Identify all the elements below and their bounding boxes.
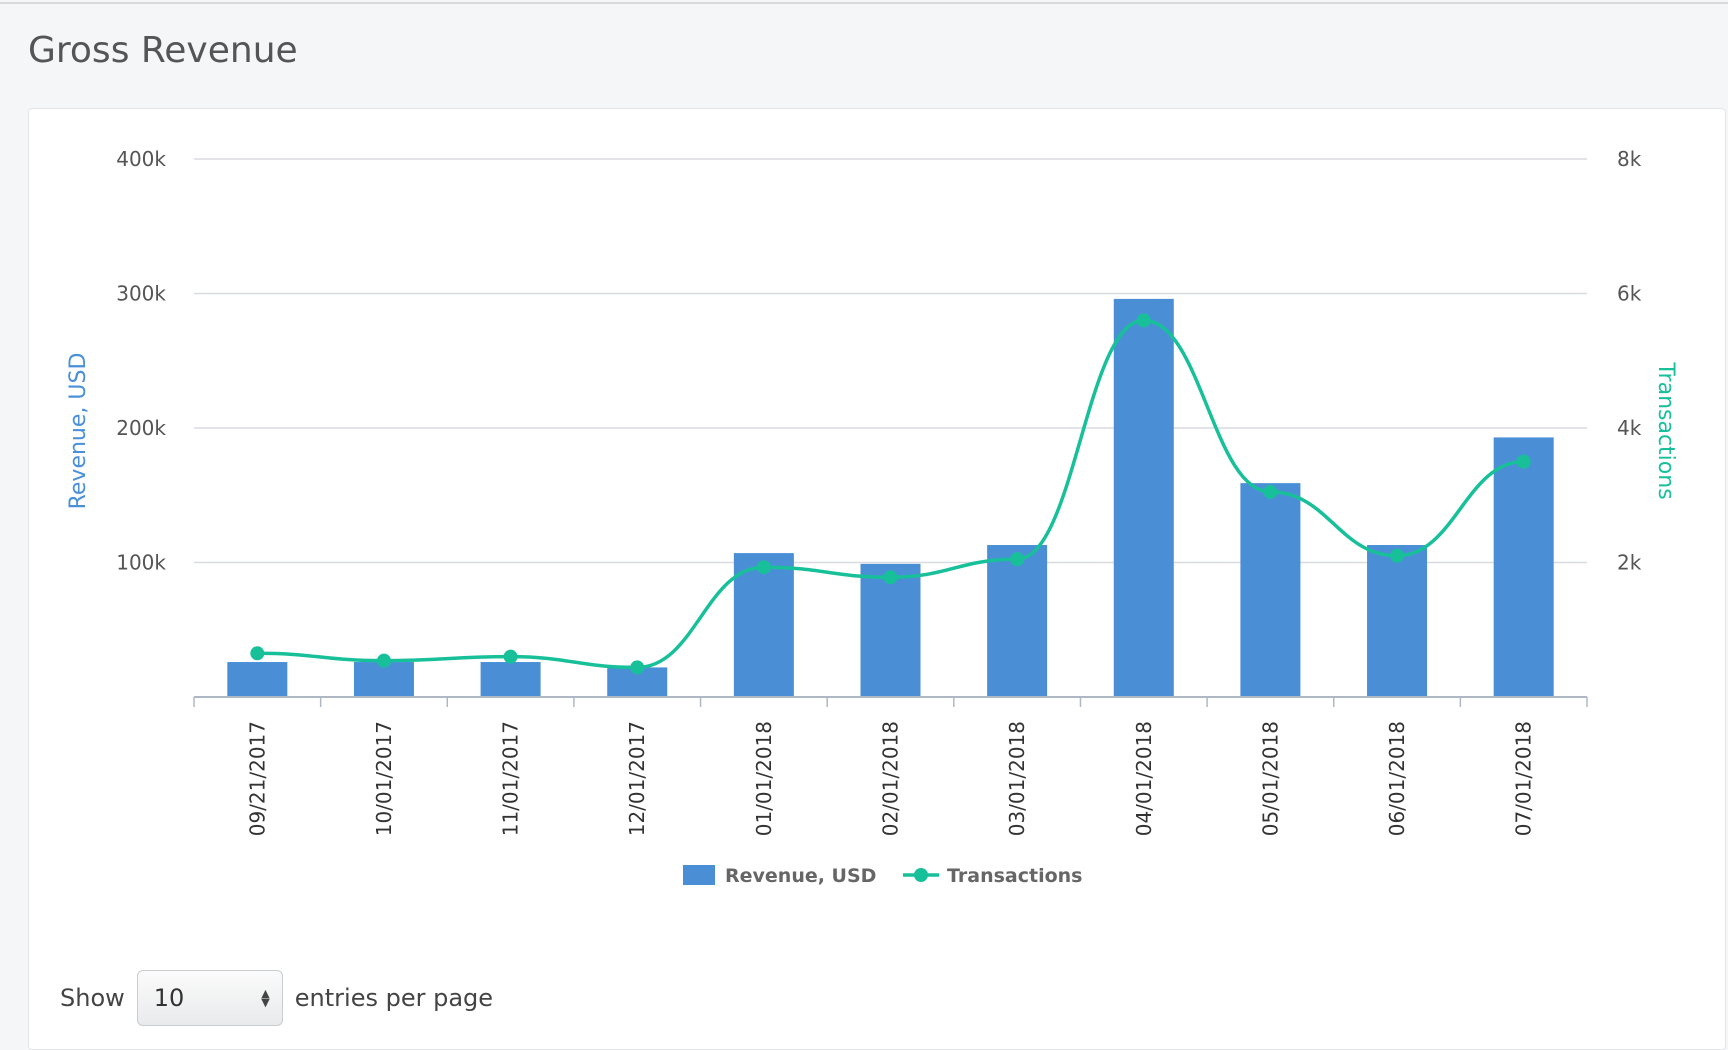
revenue-bar bbox=[480, 662, 541, 697]
x-tick-label: 10/01/2017 bbox=[372, 721, 396, 836]
y2-tick-label: 4k bbox=[1617, 416, 1642, 440]
y-tick-label: 400k bbox=[116, 147, 166, 171]
x-tick-label: 01/01/2018 bbox=[752, 721, 776, 836]
y2-tick-label: 8k bbox=[1617, 147, 1642, 171]
revenue-bar bbox=[860, 563, 921, 697]
revenue-bar bbox=[1113, 298, 1174, 697]
transactions-point bbox=[1010, 552, 1025, 567]
y2-tick-label: 2k bbox=[1617, 551, 1642, 575]
revenue-bar bbox=[1367, 545, 1428, 697]
pagination-controls: Show 10 ▲ ▼ entries per page bbox=[60, 968, 493, 1028]
revenue-bar bbox=[733, 553, 794, 697]
x-tick-label: 02/01/2018 bbox=[879, 721, 903, 836]
chart-panel: 100k 200k 300k 400k 2k 4k 6k 8k Revenue, USD Tran… bbox=[28, 108, 1726, 1050]
top-divider bbox=[0, 2, 1728, 4]
select-arrows-icon: ▲ ▼ bbox=[261, 987, 270, 1009]
legend-swatch-revenue bbox=[683, 865, 715, 885]
x-tick-label: 04/01/2018 bbox=[1132, 721, 1156, 836]
x-tick-label: 12/01/2017 bbox=[625, 721, 649, 836]
transactions-point bbox=[756, 560, 771, 575]
show-label: Show bbox=[60, 984, 125, 1012]
transactions-point bbox=[1516, 454, 1531, 469]
transactions-point bbox=[503, 649, 518, 664]
x-tick-label: 05/01/2018 bbox=[1258, 721, 1282, 836]
x-tick-label: 07/01/2018 bbox=[1512, 721, 1536, 836]
legend-label-transactions: Transactions bbox=[947, 865, 1082, 887]
y-tick-label: 100k bbox=[116, 551, 166, 575]
revenue-bar bbox=[227, 662, 288, 697]
page-title: Gross Revenue bbox=[28, 30, 298, 71]
transactions-point bbox=[250, 646, 265, 661]
transactions-point bbox=[1263, 484, 1278, 499]
combo-chart: 100k 200k 300k 400k 2k 4k 6k 8k Revenue, USD Tran… bbox=[66, 147, 1678, 887]
revenue-bar bbox=[353, 662, 414, 697]
legend-swatch-transactions-dot bbox=[914, 868, 928, 882]
revenue-bar bbox=[1493, 437, 1554, 697]
y2-tick-label: 6k bbox=[1617, 282, 1642, 306]
page-size-value: 10 bbox=[153, 984, 185, 1012]
transactions-point bbox=[883, 570, 898, 585]
y-tick-label: 300k bbox=[116, 282, 166, 306]
revenue-bar bbox=[1240, 483, 1301, 697]
entries-per-page-label: entries per page bbox=[294, 984, 494, 1012]
transactions-point bbox=[376, 653, 391, 668]
legend-label-revenue: Revenue, USD bbox=[725, 865, 876, 887]
transactions-point bbox=[1136, 313, 1151, 328]
x-tick-label: 03/01/2018 bbox=[1005, 721, 1029, 836]
x-tick-label: 09/21/2017 bbox=[245, 721, 269, 836]
page-size-select[interactable]: 10 ▲ ▼ bbox=[136, 970, 283, 1026]
revenue-bar bbox=[987, 545, 1048, 697]
transactions-point bbox=[1390, 548, 1405, 563]
y2-axis-title: Transactions bbox=[1653, 361, 1678, 499]
y-axis-title: Revenue, USD bbox=[66, 353, 91, 510]
x-tick-label: 11/01/2017 bbox=[499, 721, 523, 836]
x-tick-label: 06/01/2018 bbox=[1385, 721, 1409, 836]
transactions-point bbox=[630, 660, 645, 675]
y-tick-label: 200k bbox=[116, 416, 166, 440]
